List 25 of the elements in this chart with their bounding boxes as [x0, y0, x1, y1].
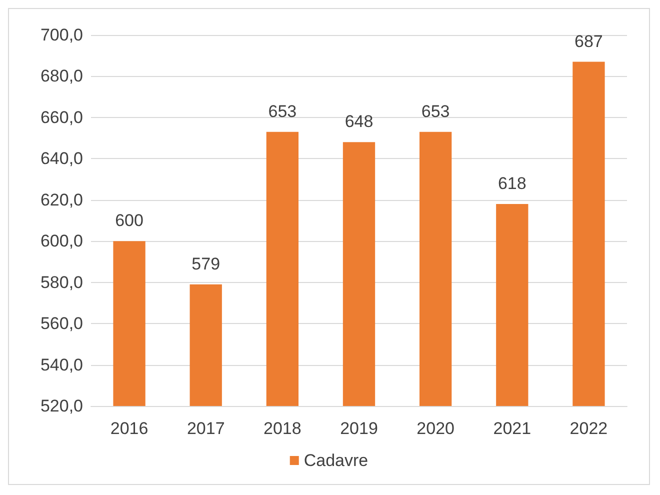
- x-tick-label: 2019: [340, 419, 378, 438]
- y-tick-label: 600,0: [40, 232, 83, 251]
- y-tick-label: 640,0: [40, 149, 83, 168]
- x-tick-label: 2017: [186, 419, 225, 438]
- y-tick-label: 580,0: [40, 272, 83, 292]
- x-tick-label: 2016: [110, 419, 148, 438]
- data-label: 653: [268, 102, 297, 121]
- x-tick-label: 2020: [416, 419, 454, 438]
- y-tick-label: 700,0: [40, 26, 83, 44]
- y-tick-label: 520,0: [40, 396, 83, 416]
- data-label: 579: [192, 254, 220, 274]
- x-tick-label: 2021: [493, 419, 532, 438]
- data-label: 687: [574, 32, 603, 51]
- y-tick-label: 560,0: [40, 314, 83, 334]
- y-tick-label: 620,0: [40, 190, 83, 210]
- y-tick-label: 660,0: [40, 108, 83, 127]
- data-label: 600: [115, 211, 144, 230]
- x-tick-label: 2022: [570, 419, 608, 438]
- legend-label: Cadavre: [304, 451, 368, 470]
- data-label: 618: [498, 174, 526, 194]
- data-label: 648: [344, 112, 374, 132]
- data-label: 653: [421, 102, 450, 121]
- y-tick-label: 680,0: [40, 66, 83, 86]
- x-tick-label: 2018: [264, 419, 302, 438]
- y-tick-label: 540,0: [40, 355, 83, 374]
